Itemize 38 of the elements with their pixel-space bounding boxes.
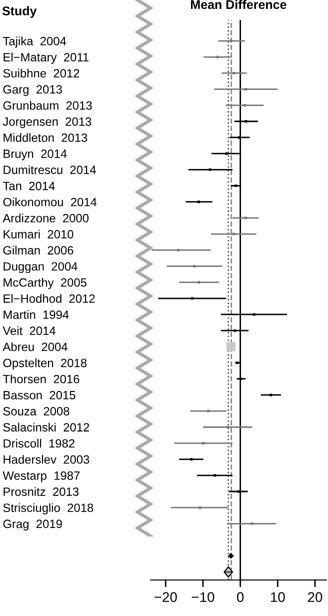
chart-title: Mean Difference: [191, 0, 286, 10]
y-tick-label: Haderslev 2003: [4, 454, 90, 464]
y-tick-label: El−Hodhod 2012: [4, 294, 95, 303]
y-tick-label: Bruyn 2014: [4, 150, 67, 160]
y-tick-label: Kumari 2010: [4, 230, 74, 238]
y-tick-label: Jorgensen 2013: [2, 117, 92, 128]
y-tick-label: Gilman 2006: [3, 246, 74, 255]
y-tick-label: Ardizzone 2000: [2, 214, 89, 222]
x-tick-label: 10: [270, 592, 285, 602]
y-tick-label: Tan 2014: [2, 182, 55, 190]
y-tick-label: Driscoll 1982: [4, 438, 74, 448]
text: Study: [2, 6, 37, 18]
y-tick-label: Oikonomou 2014: [3, 198, 97, 206]
y-tick-label: Abreu 2004: [2, 342, 68, 352]
x-tick-label: 20: [308, 592, 322, 602]
x-tick-label: −20: [154, 592, 177, 602]
y-tick-label: Thorsen 2016: [2, 374, 80, 384]
y-tick-label: Opstelten 2018: [3, 358, 87, 370]
y-tick-label: Martin 1994: [4, 310, 69, 319]
y-tick-label: El−Matary 2011: [4, 52, 89, 64]
y-tick-label: Dumitrescu 2014: [4, 165, 96, 174]
y-tick-label: Souza 2008: [3, 407, 70, 416]
y-tick-label: Basson 2015: [4, 390, 76, 400]
y-tick-label: McCarthy 2005: [4, 278, 87, 290]
y-tick-label: Salacinski 2012: [3, 422, 90, 432]
y-tick-label: Garg 2013: [3, 85, 62, 96]
y-tick-label: Duggan 2004: [4, 262, 78, 274]
y-tick-label: Middleton 2013: [4, 133, 88, 142]
x-tick-label: −10: [192, 592, 214, 602]
x-tick-label: 0: [237, 592, 244, 602]
y-tick-label: Suibhne 2012: [3, 68, 80, 78]
y-tick-label: Veit 2014: [2, 326, 56, 336]
y-tick-label: Tajika 2004: [2, 36, 66, 48]
y-tick-label: Grag 2019: [3, 520, 62, 530]
y-tick-label: Prosnitz 2013: [4, 487, 79, 496]
y-tick-label: Westarp 1987: [2, 471, 80, 482]
y-tick-label: Strisciuglio 2018: [3, 503, 94, 514]
y-tick-label: Grunbaum 2013: [3, 100, 92, 110]
